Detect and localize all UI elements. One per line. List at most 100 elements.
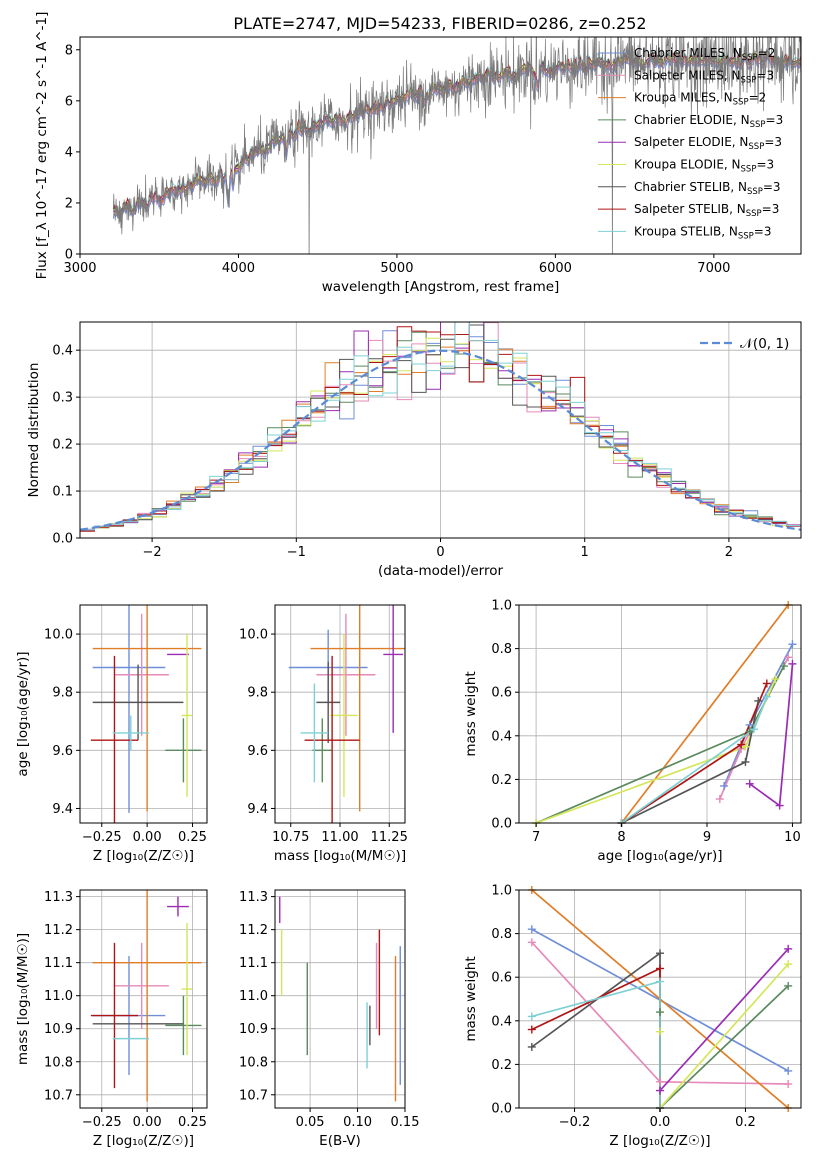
y-tick-label: 10.8 xyxy=(239,1055,268,1070)
x-tick-label: 8 xyxy=(617,830,625,845)
x-tick-label: −0.25 xyxy=(82,1115,122,1130)
y-tick-label: 4 xyxy=(65,145,73,160)
y-tick-label: 11.3 xyxy=(239,890,268,905)
y-tick-label: 0.4 xyxy=(491,1014,512,1029)
x-tick-label: 0.00 xyxy=(133,830,162,845)
legend-label-text: Salpeter STELIB, N xyxy=(634,202,746,216)
legend-label-text: Chabrier STELIB, N xyxy=(634,180,747,194)
x-tick-label: 11.00 xyxy=(321,830,358,845)
x-tick-label: 0.0 xyxy=(650,1115,671,1130)
y-tick-label: 9.4 xyxy=(247,802,268,817)
y-tick-label: 10.0 xyxy=(239,628,268,643)
chart-residuals: −2 −1 0 1 2 0.0 0.1 0.2 0.3 0.4 (data-model)/error… xyxy=(26,321,802,579)
legend-label-text: Chabrier ELODIE, N xyxy=(634,113,750,127)
x-tick-label: 0 xyxy=(436,545,444,560)
y-tick-label: 11.2 xyxy=(239,923,268,938)
axes-frame xyxy=(518,604,802,824)
x-axis-label: age [log₁₀(age/yr)] xyxy=(597,848,722,864)
weight-line xyxy=(659,948,789,1092)
chart-spectrum: 3000 4000 5000 6000 7000 0 2 4 6 8 wavelength [Ang… xyxy=(34,12,802,295)
legend-label-suffix: =3 xyxy=(762,202,780,216)
y-tick-label: 1.0 xyxy=(491,884,512,899)
x-tick-label: 0.25 xyxy=(178,1115,207,1130)
x-tick-label: 10 xyxy=(784,830,801,845)
y-tick-label: 0.3 xyxy=(52,391,73,406)
y-tick-label: 0.0 xyxy=(491,1102,512,1117)
chart-mass-vs-Z: −0.25 0.00 0.25 10.7 10.8 10.9 11.0 11.1 11.2 11.… xyxy=(15,889,208,1149)
legend-label: Chabrier ELODIE, NSSP=3 xyxy=(634,113,783,130)
legend-label-sub: SSP xyxy=(741,165,757,175)
x-tick-label: 0.10 xyxy=(343,1115,372,1130)
y-tick-label: 11.1 xyxy=(44,956,73,971)
x-tick-label: −2 xyxy=(143,545,162,560)
legend-label-text: Salpeter MILES, N xyxy=(634,68,741,82)
x-tick-label: −1 xyxy=(287,545,306,560)
x-tick-label: 0.00 xyxy=(133,1115,162,1130)
y-tick-label: 9.8 xyxy=(247,686,268,701)
x-tick-label: 11.25 xyxy=(371,830,408,845)
legend-label: Kroupa MILES, NSSP=2 xyxy=(634,91,766,108)
legend-label: 𝒩(0, 1) xyxy=(740,336,789,352)
axes-frame xyxy=(79,36,802,255)
plot-area-residuals xyxy=(80,322,801,538)
y-axis-label: age [log₁₀(age/yr)] xyxy=(15,651,31,776)
x-tick-label: 2 xyxy=(725,545,733,560)
legend-label-suffix: =3 xyxy=(766,113,784,127)
y-tick-label: 10.9 xyxy=(44,1022,73,1037)
x-tick-label: 7 xyxy=(532,830,540,845)
legend-label-suffix: =3 xyxy=(763,180,781,194)
legend-label-suffix: =2 xyxy=(749,91,767,105)
axes-frame xyxy=(79,604,208,824)
legend-label: Salpeter STELIB, NSSP=3 xyxy=(634,202,779,219)
y-tick-label: 10.7 xyxy=(239,1088,268,1103)
chart-mass-vs-ebv: 0.05 0.10 0.15 10.7 10.8 10.9 11.0 11.1 11.2 11.3… xyxy=(239,889,419,1149)
y-tick-label: 11.3 xyxy=(44,890,73,905)
x-axis-label: Z [log₁₀(Z/Z☉)] xyxy=(609,1133,710,1149)
axes-frame xyxy=(79,889,208,1109)
x-axis-label: Z [log₁₀(Z/Z☉)] xyxy=(93,848,194,864)
x-axis-label: mass [log₁₀(M/M☉)] xyxy=(274,848,406,864)
legend-label-sub: SSP xyxy=(747,187,763,197)
y-tick-label: 9.6 xyxy=(247,744,268,759)
legend-label: Chabrier STELIB, NSSP=3 xyxy=(634,180,781,197)
y-tick-label: 0.2 xyxy=(52,438,73,453)
legend-label-suffix: =3 xyxy=(764,135,782,149)
plot-area-mass-vs-Z xyxy=(90,890,202,1102)
y-tick-label: 11.2 xyxy=(44,923,73,938)
legend-label-sub: SSP xyxy=(748,142,764,152)
x-tick-label: 9 xyxy=(703,830,711,845)
y-tick-label: 0.1 xyxy=(52,485,73,500)
y-tick-label: 11.1 xyxy=(239,956,268,971)
x-tick-label: 0.05 xyxy=(296,1115,325,1130)
y-axis-label: mass [log₁₀(M/M☉)] xyxy=(15,933,31,1065)
legend-label-suffix: =3 xyxy=(756,68,774,82)
chart-age-vs-mass: 10.75 11.00 11.25 9.4 9.6 9.8 10.0 mass [log₁₀(… xyxy=(239,604,408,864)
y-tick-label: 1.0 xyxy=(491,599,512,614)
legend-label-sub: SSP xyxy=(750,120,766,130)
legend-label-suffix: =2 xyxy=(758,46,776,60)
legend-label-suffix: =3 xyxy=(754,224,772,238)
x-tick-label: 1 xyxy=(581,545,589,560)
y-tick-label: 10.0 xyxy=(44,628,73,643)
y-tick-label: 0.2 xyxy=(491,1058,512,1073)
axes-frame xyxy=(274,889,406,1109)
y-tick-label: 0.0 xyxy=(491,817,512,832)
legend-label: Kroupa STELIB, NSSP=3 xyxy=(634,224,772,241)
y-axis-label: Normed distribution xyxy=(26,363,42,498)
x-tick-label: 0.25 xyxy=(178,830,207,845)
normal-curve xyxy=(80,349,801,531)
x-tick-label: 7000 xyxy=(697,261,730,276)
legend-label-text: Salpeter ELODIE, N xyxy=(634,135,748,149)
legend-label: Salpeter MILES, NSSP=3 xyxy=(634,68,774,85)
y-tick-label: 0.6 xyxy=(491,686,512,701)
y-tick-label: 0.8 xyxy=(491,927,512,942)
plot-area-mass-vs-ebv xyxy=(279,896,401,1102)
y-tick-label: 11.0 xyxy=(44,989,73,1004)
x-tick-label: −0.25 xyxy=(82,830,122,845)
observed-spectrum xyxy=(112,37,801,254)
y-tick-label: 11.0 xyxy=(239,989,268,1004)
weight-line xyxy=(620,605,789,823)
y-tick-label: 0.4 xyxy=(52,344,73,359)
